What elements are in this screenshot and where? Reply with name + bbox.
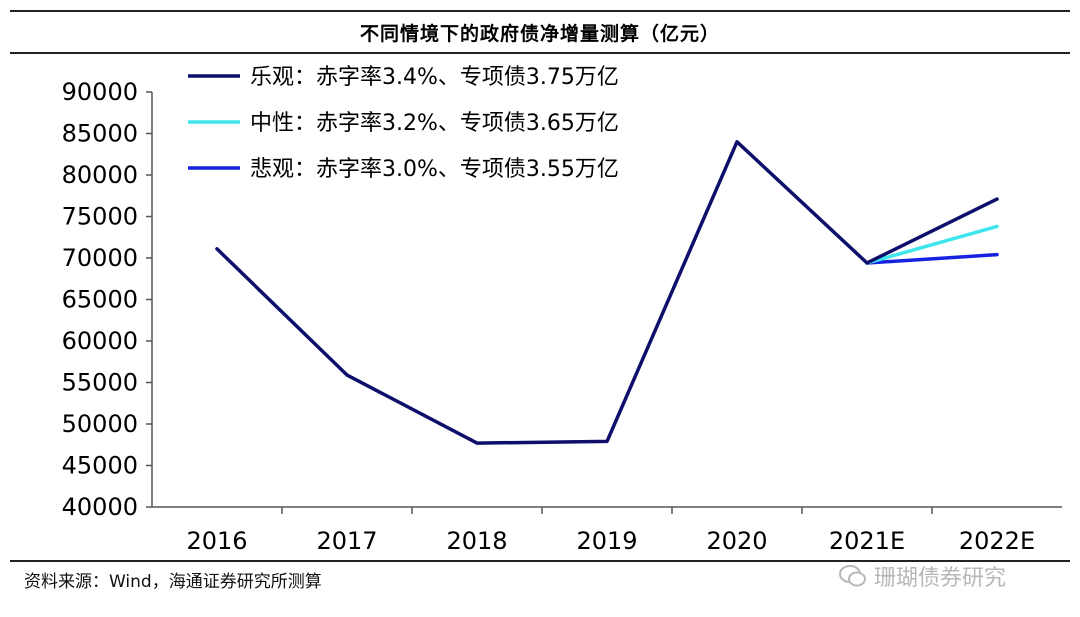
wechat-icon [839, 565, 866, 587]
x-tick-label: 2020 [706, 527, 767, 555]
y-axis-ticks: 40000 45000 50000 55000 60000 65000 70000 75000… [62, 78, 152, 521]
y-tick-label: 85000 [62, 120, 138, 148]
x-tick-label: 2019 [576, 527, 637, 555]
y-tick-label: 75000 [62, 203, 138, 231]
legend-label: 乐观：赤字率3.4%、专项债3.75万亿 [250, 65, 619, 90]
y-tick-label: 80000 [62, 161, 138, 189]
y-tick-label: 55000 [62, 369, 138, 397]
x-tick-label: 2017 [316, 527, 377, 555]
y-tick-label: 90000 [62, 78, 138, 106]
x-tick-label: 2022E [959, 527, 1035, 555]
watermark: 珊瑚债券研究 [838, 560, 1006, 592]
series-line [865, 252, 999, 265]
legend: 乐观：赤字率3.4%、专项债3.75万亿中性：赤字率3.2%、专项债3.65万亿… [188, 65, 619, 182]
chart-title: 不同情境下的政府债净增量测算（亿元） [359, 22, 720, 45]
y-tick-label: 50000 [62, 410, 138, 438]
y-tick-label: 45000 [62, 452, 138, 480]
legend-label: 悲观：赤字率3.0%、专项债3.55万亿 [250, 157, 619, 182]
title-bar: 不同情境下的政府债净增量测算（亿元） [10, 10, 1070, 54]
x-axis-ticks: 2016 2017 2018 2019 2020 2021E 2022E [186, 507, 1035, 555]
y-tick-label: 70000 [62, 244, 138, 272]
axes [151, 92, 1062, 508]
series-lines [215, 140, 999, 445]
watermark-text: 珊瑚债券研究 [874, 566, 1007, 591]
y-tick-label: 40000 [62, 493, 138, 521]
x-tick-label: 2018 [446, 527, 507, 555]
y-tick-label: 65000 [62, 286, 138, 314]
x-tick-label: 2016 [186, 527, 247, 555]
legend-label: 中性：赤字率3.2%、专项债3.65万亿 [250, 111, 619, 136]
y-tick-label: 60000 [62, 327, 138, 355]
series-line [215, 140, 999, 445]
series-line [865, 224, 999, 265]
source-note: 资料来源：Wind，海通证券研究所测算 [24, 572, 322, 592]
x-tick-label: 2021E [829, 527, 905, 555]
bottom-rule [10, 560, 1070, 562]
